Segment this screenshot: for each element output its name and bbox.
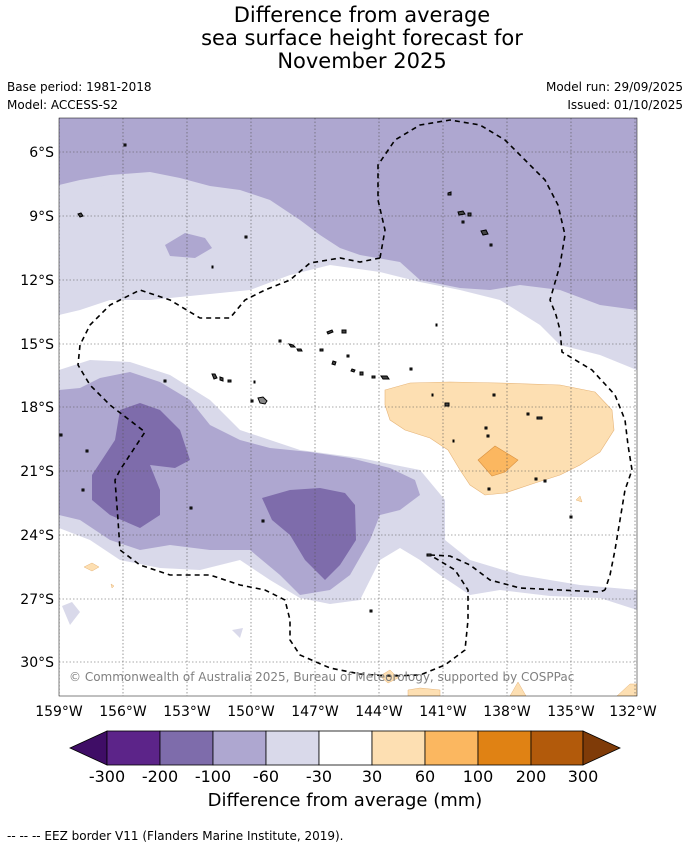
contour-dark-purple-central — [262, 488, 356, 580]
colorbar-segment — [530, 730, 584, 766]
colorbar-tick-label: -60 — [253, 767, 279, 786]
contour-medium-purple-hole — [95, 180, 150, 212]
lat-label: 27°S — [20, 592, 54, 608]
lat-label: 21°S — [20, 464, 54, 480]
lon-label: 141°W — [419, 704, 467, 720]
contour-mid-orange — [477, 445, 519, 477]
model-name: Model: ACCESS-S2 — [7, 98, 119, 112]
colorbar-segment — [106, 730, 161, 766]
contour-orange-blob-6 — [575, 495, 583, 503]
contour-light-orange — [384, 381, 615, 496]
colorbar-tick-label: -30 — [306, 767, 332, 786]
title-line-3: November 2025 — [277, 49, 447, 73]
islands — [59, 143, 573, 613]
eez-legend-note: -- -- -- EEZ border V11 (Flanders Marine… — [7, 829, 344, 843]
map: © Commonwealth of Australia 2025, Bureau… — [20, 117, 657, 720]
base-period: Base period: 1981-2018 — [7, 80, 152, 94]
lon-label: 159°W — [35, 704, 83, 720]
colorbar-tick-label: 60 — [415, 767, 435, 786]
colorbar-segment — [318, 730, 373, 766]
lon-label: 147°W — [291, 704, 339, 720]
colorbar-segment — [212, 730, 267, 766]
contour-orange-blob-5 — [616, 683, 637, 696]
colorbar-tick-label: -300 — [89, 767, 125, 786]
contour-orange-blob-2 — [407, 687, 441, 696]
lat-label: 24°S — [20, 528, 54, 544]
colorbar-tick-label: 300 — [568, 767, 599, 786]
copyright-notice: © Commonwealth of Australia 2025, Bureau… — [69, 670, 574, 684]
colorbar-tick-label: 30 — [362, 767, 382, 786]
contour-medium-purple-small — [165, 233, 212, 258]
title-line-1: Difference from average — [233, 3, 491, 27]
colorbar-arrow-right — [582, 730, 621, 766]
eez-borders — [77, 119, 633, 677]
colorbar-tick-label: 200 — [516, 767, 547, 786]
latitude-labels: 6°S 9°S 12°S 15°S 18°S 21°S 24°S 27°S 30… — [20, 145, 54, 671]
colorbar-tick-label: -200 — [142, 767, 178, 786]
lon-label: 150°W — [227, 704, 275, 720]
contour-orange-blob-4 — [509, 681, 527, 696]
eez-kiribati — [377, 119, 633, 591]
contour-orange-blob-7 — [110, 583, 115, 589]
lon-label: 135°W — [547, 704, 595, 720]
lat-label: 30°S — [20, 655, 54, 671]
longitude-labels: 159°W 156°W 153°W 150°W 147°W 144°W 141°… — [35, 704, 657, 720]
contour-orange-blob-1 — [83, 562, 100, 572]
colorbar-segment — [477, 730, 532, 766]
colorbar-tick-label: -100 — [195, 767, 231, 786]
colorbar-segment — [371, 730, 426, 766]
colorbar-arrow-left — [69, 730, 108, 766]
title-line-2: sea surface height forecast for — [201, 26, 523, 50]
eez-south-east — [429, 554, 606, 593]
lat-label: 12°S — [20, 273, 54, 289]
lon-label: 144°W — [355, 704, 403, 720]
colorbar-ticks: -300 -200 -100 -60 -30 30 60 100 200 300 — [89, 767, 598, 786]
colorbar-segment — [265, 730, 320, 766]
issued-date: Issued: 01/10/2025 — [567, 98, 683, 112]
lat-label: 15°S — [20, 337, 54, 353]
colorbar: -300 -200 -100 -60 -30 30 60 100 200 300 — [69, 730, 621, 786]
lat-label: 18°S — [20, 400, 54, 416]
model-run: Model run: 29/09/2025 — [545, 80, 683, 94]
colorbar-tick-label: 100 — [463, 767, 494, 786]
contour-light-purple-dot — [232, 628, 243, 638]
meta-right: Model run: 29/09/2025 Issued: 01/10/2025 — [546, 78, 683, 114]
contour-medium-purple-north — [59, 118, 637, 310]
contour-fields: © Commonwealth of Australia 2025, Bureau… — [59, 118, 637, 696]
lat-label: 9°S — [29, 209, 54, 225]
contour-light-purple-patch — [62, 602, 80, 625]
lat-label: 6°S — [29, 145, 54, 161]
colorbar-title: Difference from average (mm) — [207, 790, 483, 811]
meta-left: Base period: 1981-2018 Model: ACCESS-S2 — [7, 78, 152, 114]
lon-label: 132°W — [609, 704, 657, 720]
lon-label: 138°W — [483, 704, 531, 720]
colorbar-segment — [159, 730, 214, 766]
eez-kiribati-west — [77, 257, 469, 677]
lon-label: 153°W — [163, 704, 211, 720]
map-frame — [58, 117, 638, 697]
chart-title: Difference from average sea surface heig… — [0, 4, 690, 73]
lon-label: 156°W — [99, 704, 147, 720]
colorbar-segment — [424, 730, 479, 766]
